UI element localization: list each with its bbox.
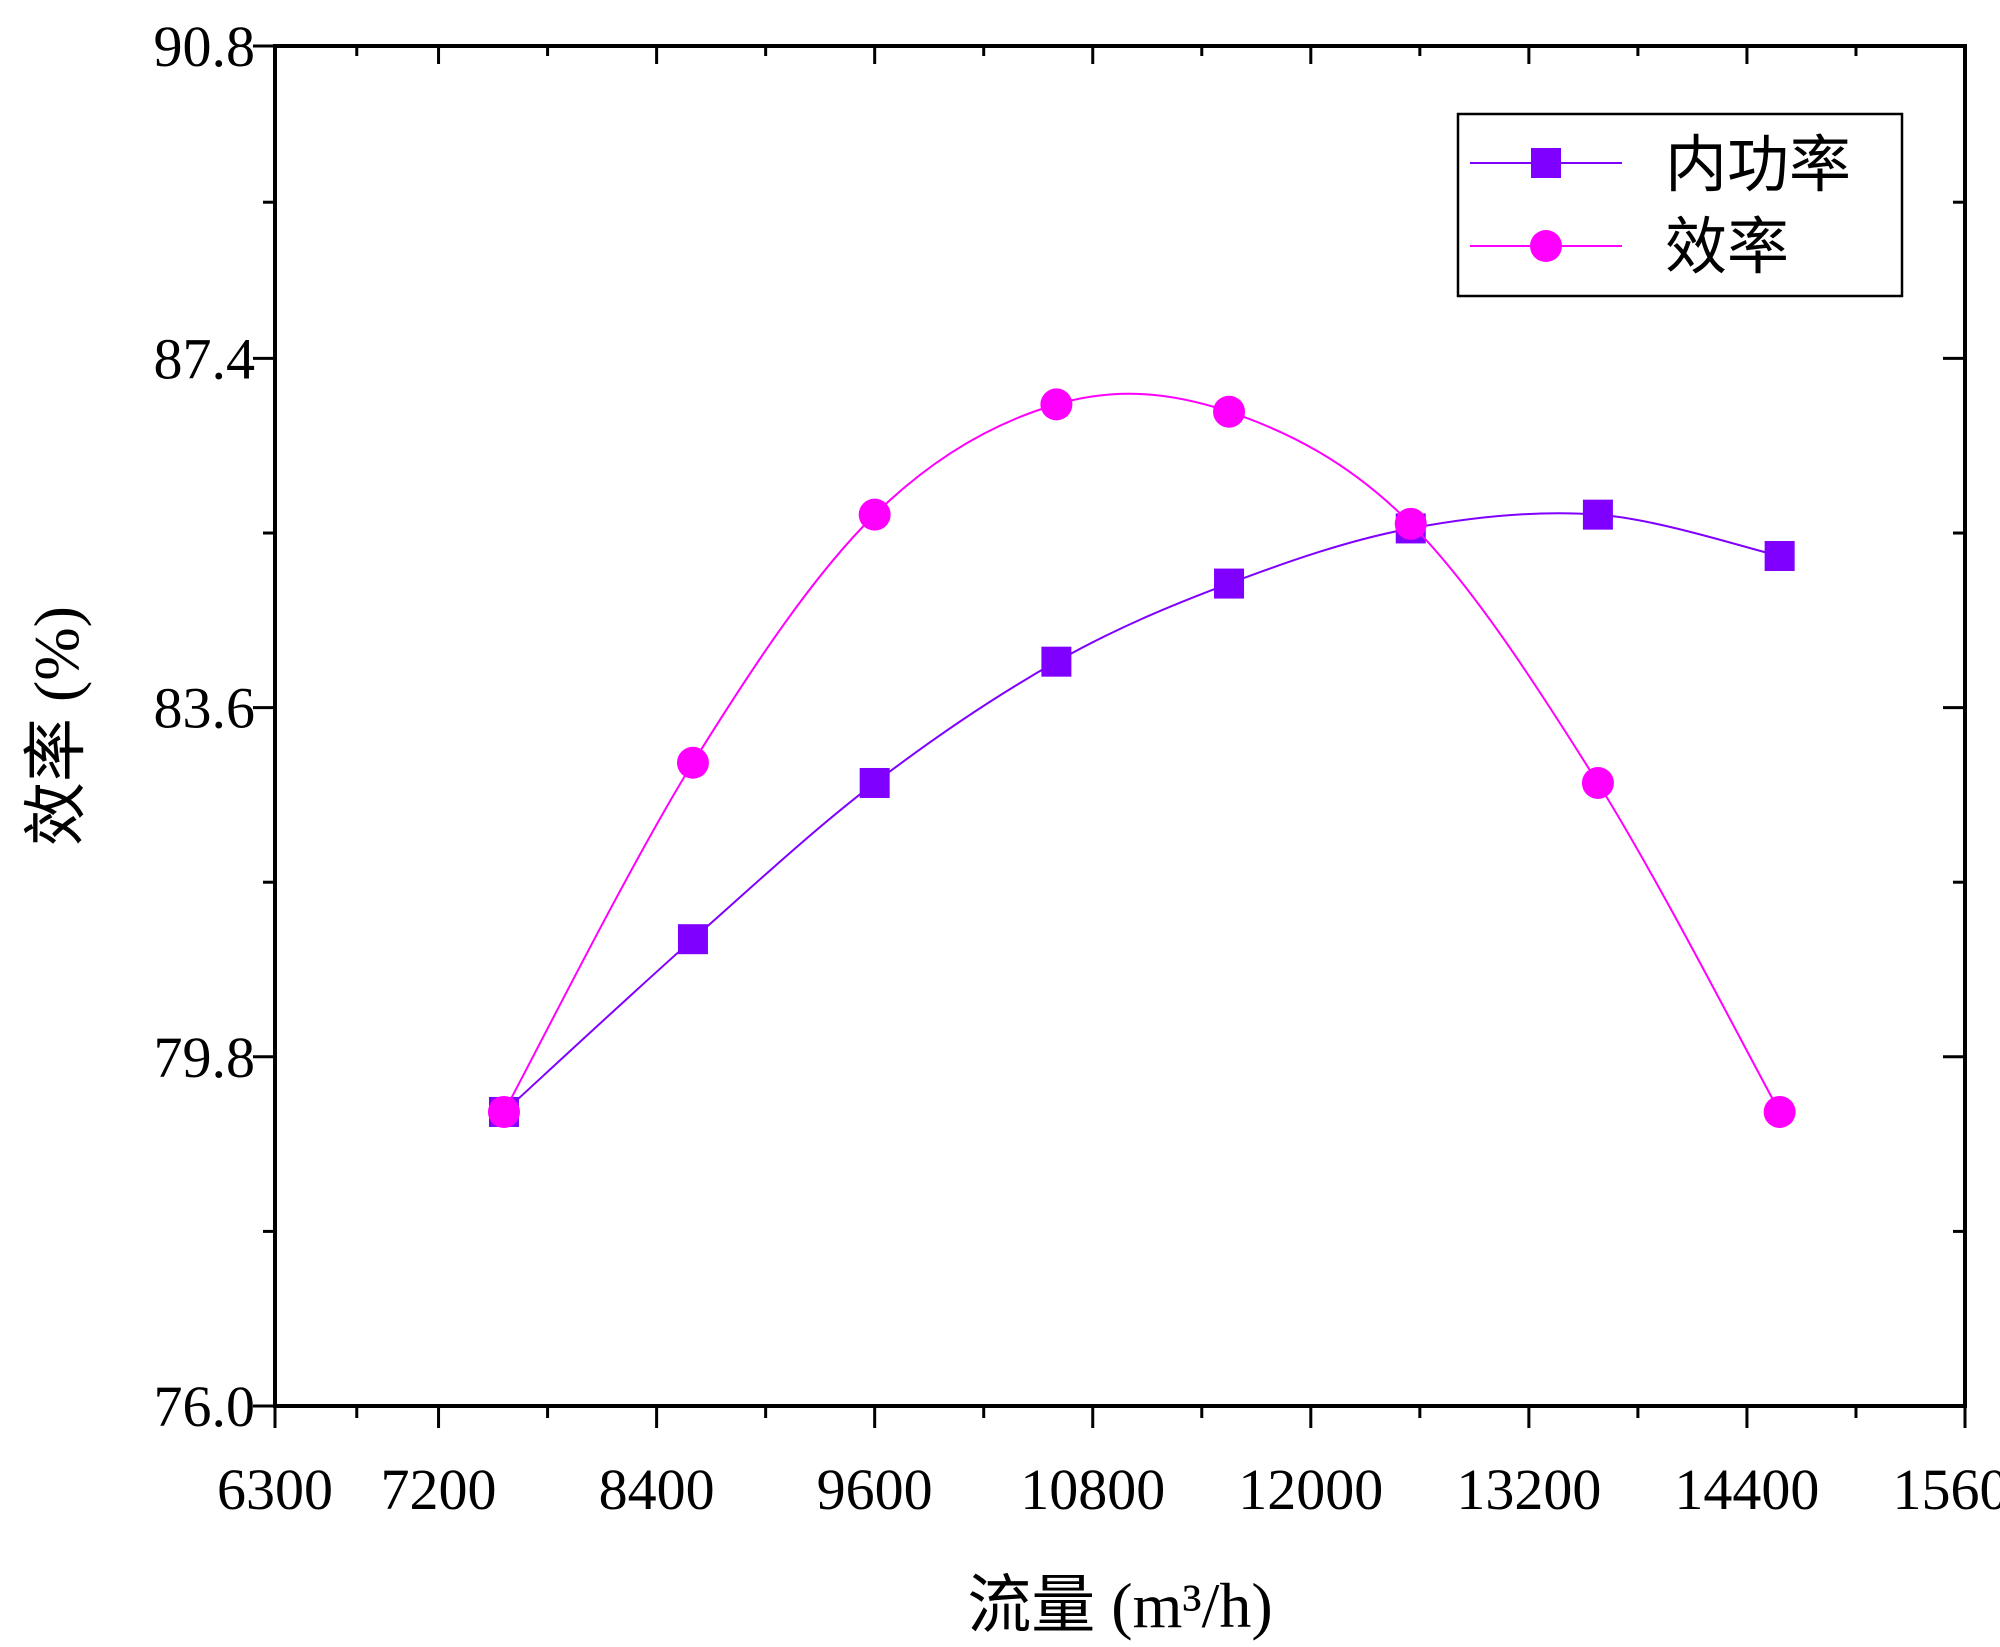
x-tick-label: 15600 bbox=[1893, 1457, 2000, 1522]
data-point-series-2 bbox=[1213, 395, 1246, 428]
series-layer bbox=[487, 388, 1796, 1128]
y-tick-label: 90.8 bbox=[154, 14, 256, 79]
y-tick-label: 79.8 bbox=[154, 1025, 256, 1090]
x-tick-label: 6300 bbox=[217, 1457, 333, 1522]
data-point-series-2 bbox=[1581, 766, 1614, 799]
legend-label-series-1: 内功率 bbox=[1665, 128, 1851, 201]
x-tick-label: 8400 bbox=[599, 1457, 715, 1522]
plot-frame bbox=[273, 44, 1967, 1408]
data-point-series-1 bbox=[1764, 541, 1795, 571]
y-tick-label: 83.6 bbox=[154, 676, 256, 741]
x-tick-labels: 6300 7200 8400 9600 10800 12000 13200 14400 1560… bbox=[217, 1457, 2000, 1522]
data-point-series-1 bbox=[677, 924, 708, 955]
data-point-series-1 bbox=[859, 767, 890, 798]
x-tick-label: 14400 bbox=[1674, 1457, 1819, 1522]
data-point-series-1 bbox=[1041, 646, 1072, 677]
x-tick-label: 9600 bbox=[817, 1457, 933, 1522]
data-point-series-2 bbox=[676, 746, 709, 779]
legend-marker-series-1 bbox=[1531, 148, 1561, 178]
x-tick-label: 13200 bbox=[1456, 1457, 1601, 1522]
x-tick-label: 10800 bbox=[1020, 1457, 1165, 1522]
legend-box bbox=[1456, 112, 1904, 298]
x-tick-label: 7200 bbox=[381, 1457, 497, 1522]
data-point-series-2 bbox=[858, 498, 891, 531]
y-tick-label: 76.0 bbox=[154, 1374, 256, 1439]
legend-label-series-2: 效率 bbox=[1665, 210, 1789, 283]
data-point-series-2 bbox=[1394, 507, 1427, 540]
legend: 内功率 效率 bbox=[1456, 112, 1904, 298]
y-tick-label: 87.4 bbox=[154, 326, 256, 391]
data-point-series-2 bbox=[487, 1095, 520, 1128]
data-point-series-1 bbox=[1582, 499, 1613, 530]
data-point-series-2 bbox=[1763, 1095, 1796, 1128]
data-point-series-2 bbox=[1040, 388, 1073, 421]
series-line-1 bbox=[503, 512, 1780, 1113]
x-tick-label: 12000 bbox=[1238, 1457, 1383, 1522]
x-axis-title: 流量 (m³/h) bbox=[967, 1570, 1272, 1641]
y-axis-title: 效率 (%) bbox=[21, 606, 92, 846]
legend-marker-series-2 bbox=[1530, 230, 1562, 262]
axis-ticks bbox=[253, 44, 1967, 1428]
y-tick-labels: 76.0 79.8 83.6 87.4 90.8 bbox=[154, 14, 256, 1439]
data-point-series-1 bbox=[1214, 568, 1245, 599]
